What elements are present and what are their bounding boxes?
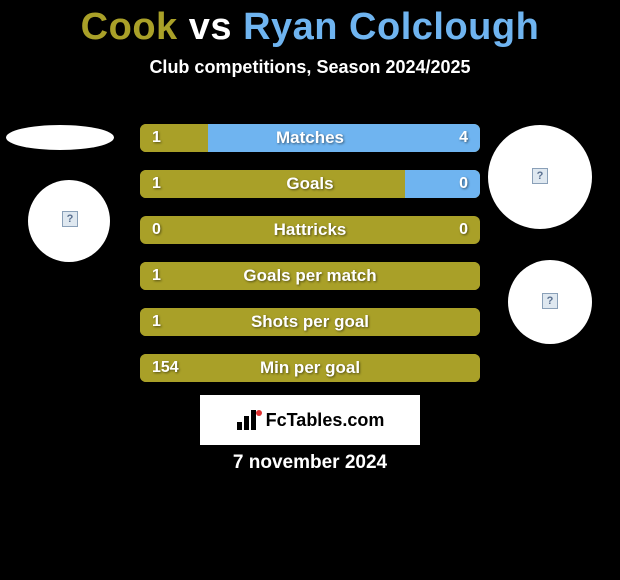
brand-bars-icon [236, 409, 262, 431]
stat-label: Hattricks [140, 216, 480, 244]
stat-row: 14Matches [140, 124, 480, 152]
image-placeholder-icon: ? [542, 293, 558, 309]
footer-date: 7 november 2024 [0, 452, 620, 474]
image-placeholder-icon: ? [62, 211, 78, 227]
image-placeholder-icon: ? [532, 168, 548, 184]
stat-label: Goals [140, 170, 480, 198]
stat-label: Shots per goal [140, 308, 480, 336]
stats-panel: 14Matches 10Goals 00Hattricks 1Goals per ma… [140, 124, 480, 400]
title-player-a: Cook [81, 6, 178, 48]
stat-label: Min per goal [140, 354, 480, 382]
stat-row: 154Min per goal [140, 354, 480, 382]
stat-label: Goals per match [140, 262, 480, 290]
stat-row: 1Shots per goal [140, 308, 480, 336]
stat-row: 1Goals per match [140, 262, 480, 290]
brand-text: FcTables.com [266, 410, 385, 431]
subtitle: Club competitions, Season 2024/2025 [0, 57, 620, 78]
title-vs: vs [189, 6, 232, 48]
stat-row: 00Hattricks [140, 216, 480, 244]
title-player-b: Ryan Colclough [243, 6, 539, 48]
comparison-title: Cook vs Ryan Colclough [0, 0, 620, 49]
decor-ellipse [6, 125, 114, 150]
brand-badge: FcTables.com [200, 395, 420, 445]
stat-label: Matches [140, 124, 480, 152]
stat-row: 10Goals [140, 170, 480, 198]
